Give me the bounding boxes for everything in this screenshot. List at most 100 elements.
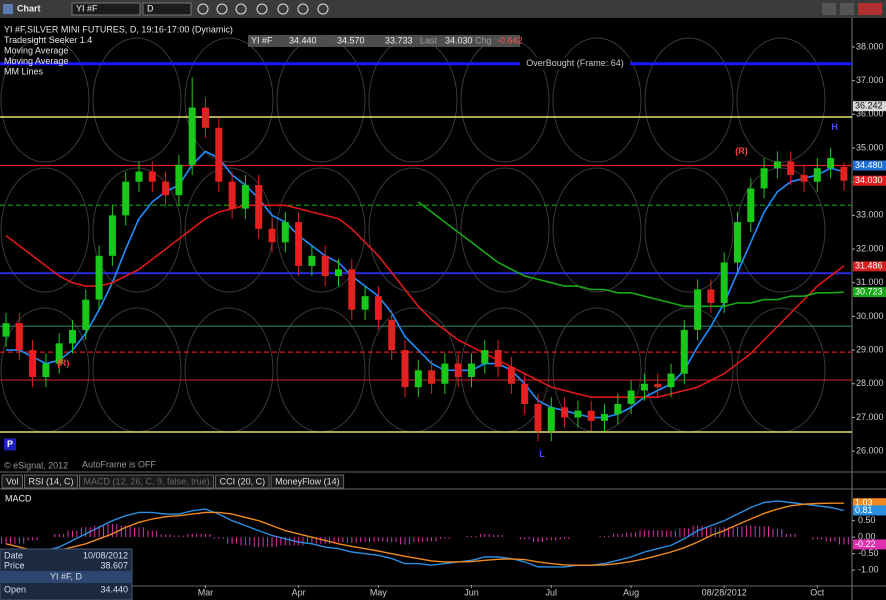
quote-field: 33.733 — [385, 35, 413, 45]
x-tick-label: Jun — [464, 587, 479, 597]
candle-body — [388, 319, 396, 351]
info-line: Moving Average — [4, 56, 68, 66]
macd-line — [5, 502, 844, 566]
candle-body — [308, 255, 316, 266]
marker: P — [7, 439, 13, 449]
candle-body — [561, 407, 569, 418]
candle-body — [82, 299, 90, 330]
macd-panel: MACD 0.50 0.00 -0.50 -1.00 1.030.81 -0.22 — [0, 488, 886, 587]
data-window-field: Date — [4, 550, 23, 560]
candle-body — [840, 166, 848, 181]
marker-box — [4, 438, 16, 451]
candle-body — [747, 188, 755, 223]
info-line: YI #F,SILVER MINI FUTURES, D, 19:16-17:0… — [4, 24, 233, 34]
indicator-tab[interactable] — [24, 474, 79, 489]
candle-body — [680, 329, 688, 374]
candle-body — [627, 390, 635, 404]
symbol[interactable]: YI #F — [76, 3, 98, 13]
ghost-circle — [552, 37, 642, 163]
candle-body — [428, 370, 436, 384]
maximize-button[interactable] — [840, 3, 854, 15]
candle-body — [481, 350, 489, 364]
candle-body — [574, 410, 582, 418]
candle-body — [55, 343, 63, 364]
symbol-input[interactable] — [71, 2, 141, 16]
ghost-circle — [92, 167, 182, 293]
marker: L — [539, 449, 545, 459]
candle-body — [534, 403, 542, 431]
ghost-circle — [92, 37, 182, 163]
ghost-circle — [368, 167, 458, 293]
indicator-tab[interactable] — [270, 474, 345, 489]
candle-body — [188, 107, 196, 165]
price-tag — [853, 539, 886, 550]
toolbar-button[interactable] — [216, 3, 228, 15]
candle-body — [773, 161, 781, 169]
candle-body — [162, 181, 170, 196]
candle-body — [374, 296, 382, 320]
annotation: © eSignal, 2012 — [4, 460, 68, 470]
candle-body — [95, 255, 103, 300]
y-tick-label: 35.000 — [856, 142, 884, 152]
ghost-circle — [276, 167, 366, 293]
indicator-tab-label[interactable]: MACD (12, 26, C, 9, false, true) — [84, 476, 210, 486]
indicator-tab-label[interactable]: MoneyFlow (14) — [275, 476, 340, 486]
candle-body — [335, 269, 342, 276]
candle-body — [148, 171, 156, 182]
x-tick-label: Mar — [198, 587, 214, 597]
indicator-tab-label[interactable]: RSI (14, C) — [29, 476, 74, 486]
price-tag — [853, 498, 886, 509]
marker: H — [831, 122, 838, 132]
interval-input[interactable] — [142, 2, 192, 16]
price-tag — [853, 160, 886, 171]
toolbar-button[interactable] — [317, 3, 329, 15]
toolbar-button[interactable] — [256, 3, 268, 15]
price-tag — [853, 101, 886, 112]
ghost-circle — [184, 37, 274, 163]
candle-body — [547, 407, 555, 431]
x-tick-label: May — [370, 587, 388, 597]
candle-body — [760, 168, 768, 189]
indicator-tab[interactable] — [215, 474, 270, 489]
indicator-tab[interactable] — [79, 474, 215, 489]
quote-field: -0.642 — [497, 35, 523, 45]
indicator-tab-label[interactable]: CCI (20, C) — [220, 476, 266, 486]
candle-body — [255, 185, 263, 229]
candle-body — [122, 181, 130, 216]
indicator-tab-label[interactable]: Vol — [6, 476, 19, 486]
candle-body — [321, 255, 329, 276]
candle-body — [135, 171, 143, 182]
price-tag-label: -0.22 — [855, 539, 876, 549]
candle-body — [494, 350, 502, 367]
candle-body — [614, 403, 622, 415]
toolbar-button[interactable] — [297, 3, 309, 15]
toolbar-title: Chart — [17, 3, 41, 13]
candle-body — [361, 296, 369, 310]
candle-body — [694, 289, 702, 330]
indicator-tab[interactable] — [1, 474, 24, 489]
macd-line — [5, 500, 845, 568]
candle-body — [667, 373, 675, 388]
close-button[interactable] — [858, 3, 882, 15]
price-tag-label: 30.723 — [855, 286, 883, 296]
candle-body — [787, 161, 795, 175]
toolbar-button[interactable] — [277, 3, 289, 15]
data-window-header — [0, 571, 132, 583]
y-tick-label: 27.000 — [856, 412, 884, 422]
interval[interactable]: D — [147, 3, 154, 13]
y-tick-label: 38.000 — [856, 41, 884, 51]
y-tick-label: 26.000 — [856, 446, 884, 456]
candle-body — [215, 127, 223, 182]
toolbar-button[interactable] — [197, 3, 209, 15]
candle-body — [507, 366, 515, 384]
y-tick-label: -0.50 — [858, 548, 879, 558]
candle-body — [813, 168, 821, 182]
minimize-button[interactable] — [822, 3, 836, 15]
data-window-field: YI #F, D — [50, 571, 83, 581]
x-tick-label: Oct — [810, 587, 825, 597]
toolbar-button[interactable] — [235, 3, 247, 15]
app-icon — [3, 4, 13, 14]
